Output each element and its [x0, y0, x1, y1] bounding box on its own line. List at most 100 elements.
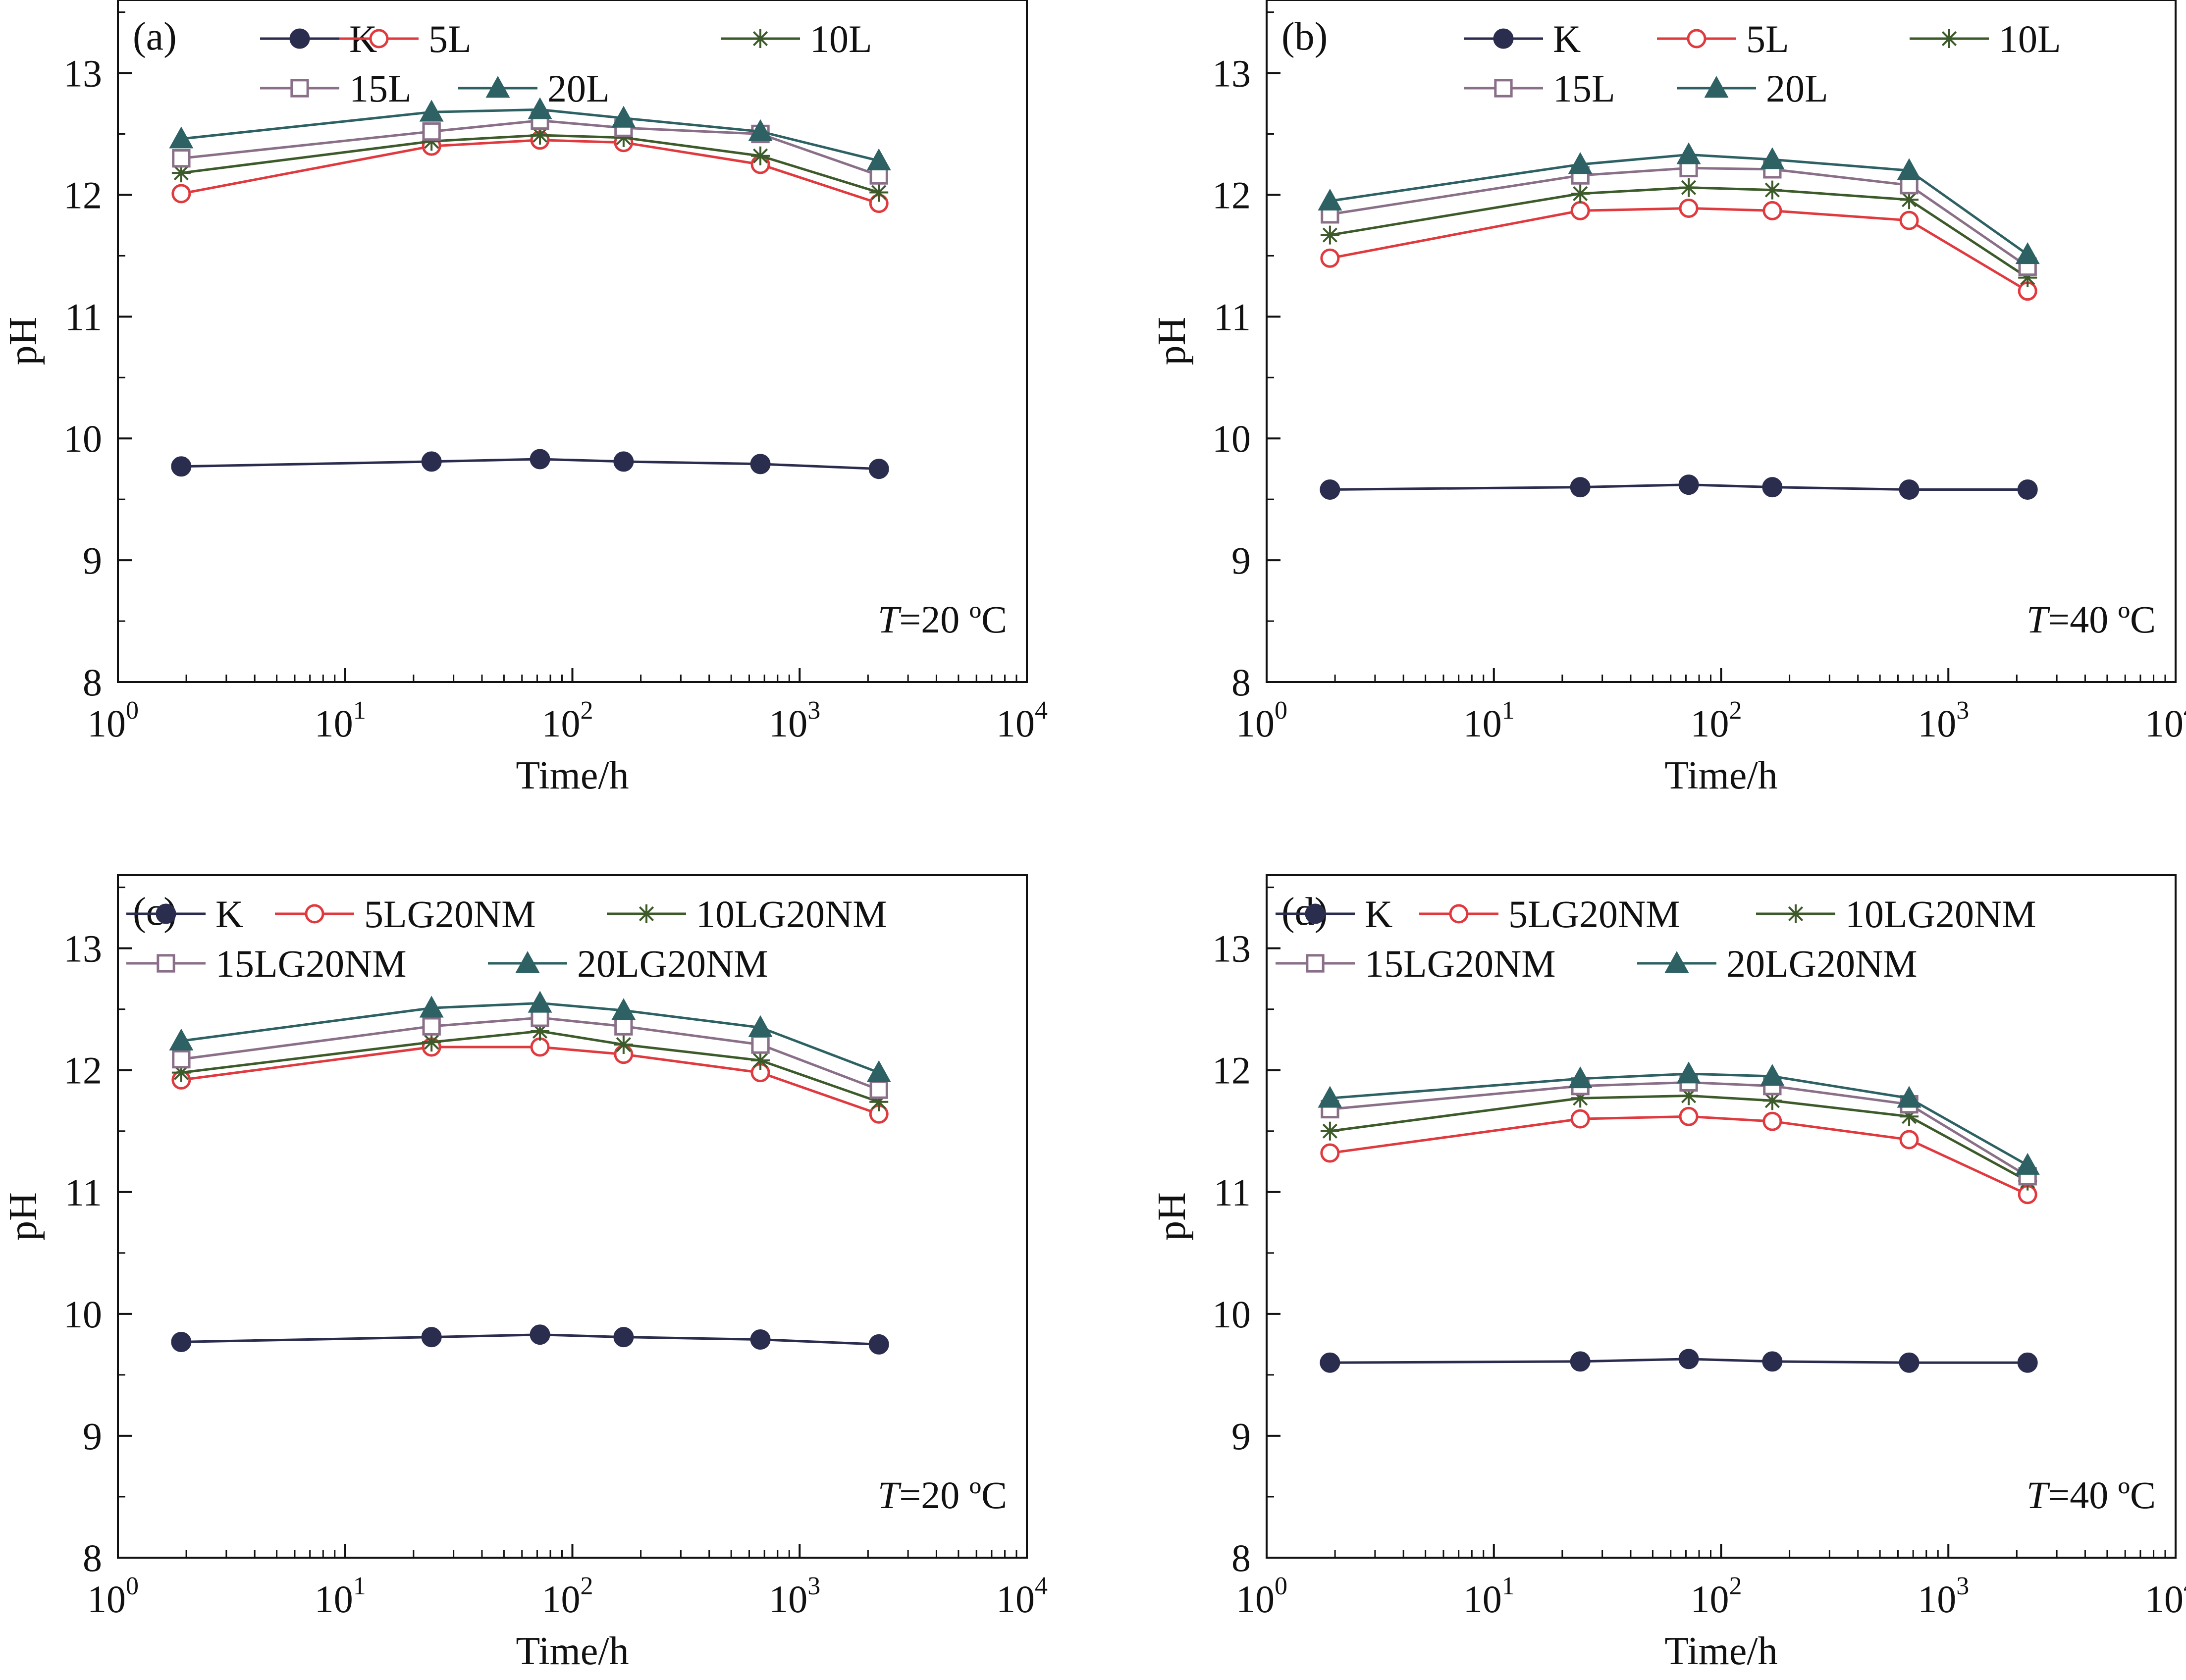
data-point: [1679, 198, 1699, 218]
legend-label: 15L: [1553, 67, 1615, 110]
panel-label: (b): [1281, 15, 1328, 58]
data-point-shape: [421, 1327, 442, 1348]
data-point: [2017, 479, 2038, 500]
x-tick-exponent: 0: [1275, 696, 1287, 725]
data-point: [1899, 1130, 1919, 1150]
legend-marker: [1493, 28, 1514, 49]
x-tick-exponent: 4: [2184, 696, 2186, 725]
legend-marker: [637, 904, 656, 923]
series-line: [181, 119, 880, 177]
data-point-shape: [422, 1017, 441, 1036]
data-point: [2015, 242, 2040, 264]
data-point-shape: [419, 100, 444, 122]
legend-marker-shape: [1664, 951, 1689, 973]
legend-item: 15LG20NM: [126, 942, 407, 985]
data-point: [528, 991, 552, 1013]
legend-label: 20L: [547, 67, 610, 110]
data-point-shape: [2015, 242, 2040, 264]
legend-label: K: [215, 892, 243, 936]
y-axis-title: pH: [1150, 317, 1194, 366]
x-tick-exponent: 2: [581, 1572, 593, 1600]
legend-label: 5LG20NM: [1508, 892, 1680, 936]
series-line: [1330, 186, 2028, 279]
data-point-shape: [614, 1017, 633, 1036]
legend-marker-shape: [369, 29, 389, 49]
data-point: [868, 1334, 889, 1355]
x-tick-base: 10: [769, 702, 807, 745]
data-point: [1318, 188, 1342, 210]
series-line: [181, 108, 879, 162]
y-tick-label: 12: [1212, 173, 1251, 216]
legend-label: 10L: [1999, 17, 2061, 60]
legend-marker: [305, 904, 324, 924]
data-point-stroke: [532, 127, 548, 143]
series-K: [1320, 474, 2038, 500]
legend-item: 20LG20NM: [488, 942, 768, 985]
temperature-value: =40 ºC: [2048, 1473, 2156, 1517]
data-point: [751, 146, 770, 165]
temperature-symbol: T: [2026, 598, 2050, 641]
y-tick-label: 9: [83, 1415, 102, 1458]
data-point-stroke: [173, 165, 189, 181]
data-point: [1571, 184, 1590, 203]
x-tick-label: 102: [542, 1572, 593, 1621]
y-tick-label: 8: [1231, 661, 1251, 704]
x-tick-base: 10: [542, 702, 581, 745]
x-tick-label: 100: [1236, 696, 1287, 745]
data-point-shape: [1318, 1086, 1342, 1108]
series-line: [181, 1016, 880, 1091]
legend-item: 10LG20NM: [607, 892, 887, 936]
data-point-shape: [1762, 1111, 1782, 1131]
x-tick-exponent: 1: [1502, 1572, 1515, 1600]
data-point: [1762, 1351, 1783, 1372]
series-5L: [1320, 198, 2037, 301]
panel-c: 100 101 102 103 1048910111213Time/hpH(c)T=20…: [1, 874, 1048, 1673]
temperature-label: T=40 ºC: [2026, 1473, 2156, 1517]
data-point: [750, 454, 771, 474]
data-point-shape: [1678, 474, 1699, 495]
y-tick-label: 10: [63, 1293, 102, 1336]
data-point-shape: [1762, 1351, 1783, 1372]
y-tick-label: 12: [63, 173, 102, 216]
x-axis-title: Time/h: [1664, 1629, 1777, 1673]
data-point-shape: [1676, 142, 1701, 164]
data-point: [172, 149, 191, 168]
data-point: [1760, 147, 1785, 169]
data-point-shape: [1320, 1352, 1340, 1373]
data-point: [422, 1033, 441, 1052]
data-point-shape: [1676, 1061, 1701, 1084]
x-tick-label: 101: [1463, 1572, 1515, 1621]
x-tick-exponent: 0: [126, 1572, 139, 1600]
y-tick-label: 9: [1231, 539, 1251, 582]
legend-label: 15LG20NM: [1365, 942, 1556, 985]
x-tick-label: 101: [315, 696, 366, 745]
data-point-shape: [1897, 158, 1921, 180]
data-point-shape: [611, 105, 636, 128]
data-point-shape: [172, 1050, 191, 1069]
x-tick-base: 10: [1463, 1577, 1502, 1621]
data-point: [1568, 152, 1593, 174]
data-point: [1897, 1086, 1921, 1108]
legend-marker-shape: [1493, 28, 1514, 49]
data-point: [1570, 1109, 1590, 1129]
data-point-shape: [1760, 1064, 1785, 1086]
data-point-shape: [171, 456, 192, 477]
data-point: [1568, 1066, 1593, 1089]
x-tick-label: 101: [1463, 696, 1515, 745]
legend-marker-shape: [289, 28, 310, 49]
data-point: [1320, 1143, 1340, 1163]
data-point-stroke: [1573, 186, 1588, 202]
x-tick-base: 10: [1236, 702, 1275, 745]
data-point-shape: [866, 148, 891, 170]
legend-marker: [1704, 76, 1729, 98]
legend-marker-stroke: [639, 906, 654, 922]
panel-b: 1001011021031048910111213Time/hpH(b)T=40…: [1150, 0, 2186, 797]
data-point-stroke: [1322, 227, 1337, 243]
data-point-shape: [1679, 198, 1699, 218]
data-point: [172, 1050, 191, 1069]
data-point-shape: [530, 1037, 550, 1057]
x-tick-exponent: 2: [1729, 696, 1742, 725]
legend-label: 10LG20NM: [1845, 892, 2036, 936]
panel-a: 100 101 102 103 1048910111213Time/hpH(a)T=20…: [1, 0, 1048, 797]
legend-marker-shape: [305, 904, 324, 924]
